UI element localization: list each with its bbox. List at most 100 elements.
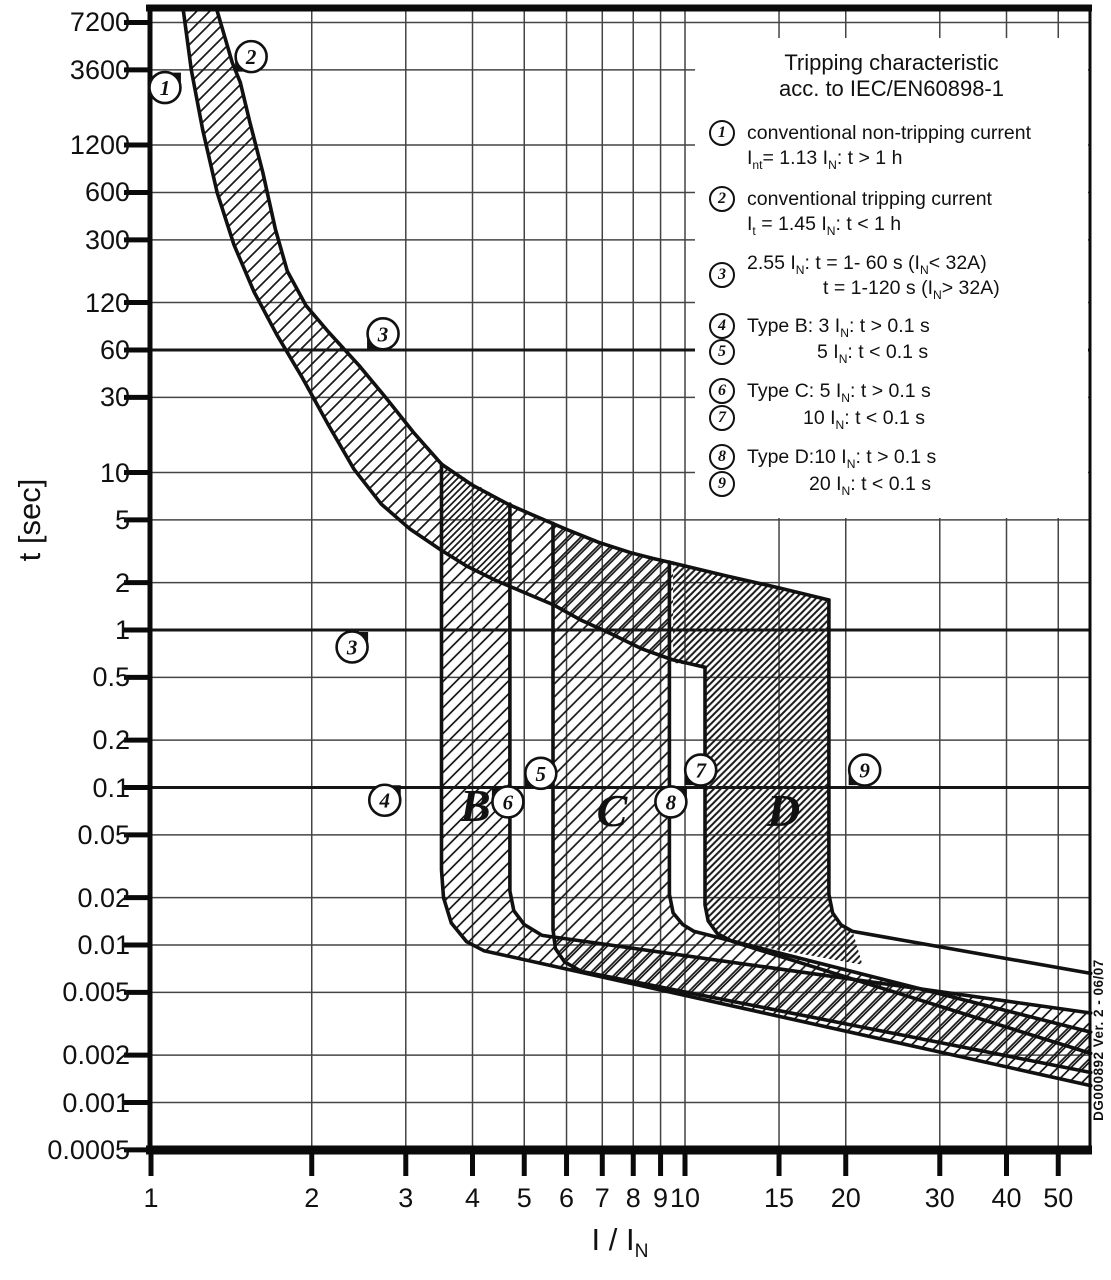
marker-circle [524, 756, 558, 791]
marker-circle [491, 785, 525, 819]
marker-circle [847, 753, 882, 787]
y-tick-label-0.5: 0.5 [92, 662, 130, 693]
x-tick-label-1: 1 [143, 1183, 159, 1213]
x-tick-label-40: 40 [991, 1183, 1022, 1213]
legend-number-6-icon: 6 [709, 378, 735, 404]
band-regions [183, 8, 1091, 1086]
y-tick-label-1200: 1200 [69, 130, 130, 161]
type-c-region [553, 523, 1091, 1073]
marker-number: 3 [346, 635, 358, 659]
x-tick-label-8: 8 [625, 1183, 641, 1213]
legend-item-text: Int= 1.13 IN: t > 1 h [747, 147, 903, 172]
marker-9: 9 [847, 753, 882, 787]
marker-circle [683, 753, 718, 787]
type-d-region [673, 563, 863, 965]
marker-2: 2 [234, 39, 268, 74]
d-top-boundary [671, 561, 831, 602]
marker-number: 7 [695, 759, 707, 783]
y-tick-label-0.2: 0.2 [92, 725, 130, 756]
marker-8: 8 [654, 785, 688, 819]
x-tick-label-15: 15 [764, 1183, 795, 1213]
y-tick-label-0.1: 0.1 [92, 772, 130, 803]
y-tick-label-0.001: 0.001 [62, 1087, 130, 1118]
marker-number: 6 [503, 790, 514, 814]
marker-number: 5 [536, 762, 547, 786]
marker-circle [335, 630, 369, 664]
y-tick-label-30: 30 [99, 382, 130, 413]
x-axis-title: I / IN [591, 1222, 649, 1263]
y-tick-label-0.05: 0.05 [77, 819, 130, 850]
y-tick-label-10: 10 [99, 457, 130, 488]
legend-number-8-icon: 8 [709, 444, 735, 470]
marker-3: 3 [366, 316, 400, 351]
zone-label-C: C [597, 785, 629, 836]
legend-item-text: Type C: 5 IN: t > 0.1 s [747, 380, 931, 405]
d-upper-boundary [827, 598, 1093, 976]
y-tick-label-2: 2 [114, 567, 130, 598]
y-tick-label-0.02: 0.02 [77, 882, 130, 913]
d-step-segment [669, 657, 707, 670]
legend-item-text: 20 IN: t < 0.1 s [809, 473, 932, 498]
x-tick-label-9: 9 [653, 1183, 669, 1213]
y-tick-label-60: 60 [99, 334, 130, 365]
legend-item-text: 10 IN: t < 0.1 s [803, 407, 926, 432]
legend-title-line2: acc. to IEC/EN60898-1 [778, 76, 1004, 101]
marker-number: 9 [859, 759, 870, 783]
non-tripping-curve [181, 6, 674, 662]
b-lower-boundary [439, 462, 1093, 1088]
y-tick-label-3600: 3600 [69, 54, 130, 85]
marker-circle [654, 785, 688, 819]
upper-tripping-curve [214, 6, 675, 565]
legend-number-7-icon: 7 [709, 405, 735, 431]
legend-item-text: Type B: 3 IN: t > 0.1 s [747, 315, 930, 340]
legend-item-text: 5 IN: t < 0.1 s [817, 341, 929, 366]
x-tick-label-4: 4 [464, 1183, 481, 1213]
legend-item-text: Type D:10 IN: t > 0.1 s [747, 446, 937, 471]
zone-label-B: B [459, 780, 491, 831]
marker-circle [366, 316, 400, 351]
marker-1: 1 [148, 70, 182, 105]
c-lower-boundary [551, 521, 1093, 1075]
legend-number-4-icon: 4 [709, 313, 735, 339]
marker-3: 3 [335, 630, 369, 664]
legend-number-5-icon: 5 [709, 339, 735, 365]
x-tick-label-6: 6 [559, 1183, 575, 1213]
marker-4: 4 [367, 783, 402, 818]
x-tick-label-30: 30 [924, 1183, 955, 1213]
legend-item-text: 2.55 IN: t = 1- 60 s (IN< 32A) [747, 252, 987, 277]
x-tick-label-10: 10 [669, 1183, 701, 1213]
zone-label-D: D [766, 785, 800, 836]
x-tick-label-7: 7 [594, 1183, 610, 1213]
b-upper-boundary [508, 502, 1093, 1015]
d-lower-boundary [703, 665, 1093, 1056]
marker-7: 7 [683, 753, 718, 787]
legend-title-line1: Tripping characteristic [784, 50, 999, 75]
legend-number-9-icon: 9 [709, 471, 735, 497]
y-tick-label-0.0005: 0.0005 [47, 1134, 130, 1165]
x-tick-label-20: 20 [830, 1183, 861, 1213]
marker-circle [367, 783, 402, 818]
x-tick-label-50: 50 [1043, 1183, 1074, 1213]
thermal-band-region [183, 8, 674, 660]
legend-item-text: conventional non-tripping current [747, 122, 1032, 144]
legend-box: Tripping characteristic acc. to IEC/EN60… [695, 38, 1088, 518]
marker-5: 5 [524, 756, 558, 791]
x-tick-label-2: 2 [304, 1183, 320, 1213]
y-tick-label-7200: 7200 [69, 7, 130, 38]
y-tick-label-0.01: 0.01 [77, 930, 130, 960]
document-reference-watermark: DG000892 Ver. 2 - 06/07 [1091, 959, 1106, 1121]
y-tick-label-5: 5 [114, 504, 130, 535]
legend-number-2-icon: 2 [709, 186, 735, 212]
marker-number: 2 [245, 45, 257, 69]
c-upper-boundary [667, 560, 1093, 1034]
x-tick-label-5: 5 [516, 1183, 532, 1213]
y-tick-label-600: 600 [84, 177, 130, 208]
y-tick-label-1: 1 [114, 615, 130, 645]
marker-6: 6 [491, 785, 525, 819]
y-tick-label-0.002: 0.002 [62, 1040, 130, 1071]
y-tick-label-120: 120 [84, 287, 130, 318]
legend-number-3-icon: 3 [709, 262, 735, 288]
marker-number: 3 [377, 322, 389, 346]
